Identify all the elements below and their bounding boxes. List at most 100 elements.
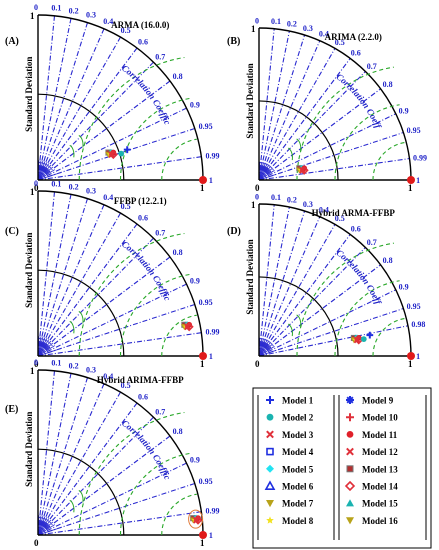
- outer-arc: [37, 14, 204, 181]
- rms-arc-2: [296, 66, 394, 181]
- cc-tick-11: 0.99: [413, 153, 427, 162]
- model-marker-7: [299, 165, 309, 175]
- cc-line-4: [37, 204, 105, 357]
- cc-line-5: [37, 36, 121, 181]
- legend-label-r-4: Model 13: [362, 464, 398, 474]
- cc-tick-3: 0.3: [86, 11, 96, 20]
- model-cluster: [350, 334, 364, 345]
- cc-tick-9: 0.9: [190, 455, 200, 464]
- cc-line-6: [37, 47, 138, 181]
- y-axis-label: Standard Deviation: [24, 57, 34, 132]
- cc-subline: [37, 528, 57, 536]
- cc-line-7: [37, 61, 154, 181]
- cc-tick-8: 0.8: [383, 256, 393, 265]
- rms-arc-1: [334, 104, 400, 181]
- cc-subline: [258, 167, 273, 181]
- legend-label-7: Model 8: [282, 516, 314, 526]
- cc-tick-3: 0.3: [86, 187, 96, 196]
- cc-tick-7: 0.7: [155, 52, 165, 61]
- legend-label-r-7: Model 16: [362, 516, 398, 526]
- rms-arc-1: [119, 273, 191, 357]
- panel-label: (D): [227, 226, 241, 237]
- reference-point: [407, 176, 415, 184]
- cc-line-5: [37, 212, 121, 357]
- cc-line-4: [258, 216, 321, 357]
- legend-marker-r-6: [346, 499, 354, 507]
- rms-frag-1: [78, 311, 84, 324]
- cc-line-9: [37, 283, 187, 357]
- cc-tick-1: 0.1: [51, 180, 61, 189]
- model-marker-7: [108, 150, 118, 160]
- sd-tick-0: 0: [34, 359, 39, 369]
- cc-subline: [37, 521, 54, 536]
- cc-line-1: [37, 191, 56, 357]
- model-marker-6: [192, 516, 200, 524]
- cc-line-3: [37, 22, 89, 181]
- cc-tick-2: 0.2: [69, 6, 79, 15]
- sd-tick-0: 0: [34, 183, 39, 193]
- cc-tick-9: 0.9: [190, 100, 200, 109]
- rms-frag-0: [69, 144, 75, 158]
- legend-marker-r-1: [346, 413, 354, 422]
- rms-frag-1: [296, 314, 302, 328]
- legend-label-r-6: Model 15: [362, 499, 398, 509]
- legend-marker-r-0: [346, 396, 354, 404]
- cc-tick-6: 0.6: [138, 392, 148, 401]
- cc-tick-7: 0.7: [155, 228, 165, 237]
- legend-label-4: Model 5: [282, 464, 314, 474]
- cc-tick-5: 0.5: [335, 38, 345, 47]
- panel-label: (A): [5, 36, 19, 47]
- cc-tick-10: 0.95: [199, 122, 213, 131]
- model-marker-7: [193, 515, 203, 525]
- cluster-highlight-ring: [188, 509, 204, 529]
- reference-point: [407, 352, 415, 360]
- rms-frag-0: [69, 320, 75, 334]
- reference-point: [199, 531, 207, 539]
- cc-tick-9: 0.9: [190, 276, 200, 285]
- cc-line-4: [258, 40, 321, 181]
- model-marker-highlight-circle: [360, 336, 367, 343]
- legend-marker-0: [266, 396, 274, 404]
- cc-line-10: [258, 308, 404, 357]
- cc-tick-8: 0.8: [383, 80, 393, 89]
- cc-line-10: [258, 132, 404, 181]
- model-marker-highlight-plus: [123, 146, 131, 154]
- panel-title: Hybrid ARIMA-FFBP: [97, 375, 184, 385]
- rms-frag-1: [78, 490, 84, 503]
- cc-line-10: [37, 482, 195, 536]
- cc-line-9: [37, 462, 187, 536]
- outer-arc: [258, 27, 412, 181]
- cc-tick-2: 0.2: [287, 20, 297, 29]
- cc-line-9: [37, 107, 187, 181]
- panel-title: ARMA (16.0.0): [111, 20, 169, 30]
- rms-frag-0: [287, 147, 293, 161]
- cc-tick-4: 0.4: [319, 30, 329, 39]
- cc-subline: [258, 343, 273, 357]
- cc-tick-5: 0.5: [335, 214, 345, 223]
- legend-label-r-0: Model 9: [362, 396, 394, 406]
- cc-tick-4: 0.4: [103, 17, 113, 26]
- legend: Model 1 Model 2 Model 3 Model 4 Model 5 Model…: [252, 387, 432, 549]
- cc-tick-0: 0: [34, 179, 38, 188]
- cc-line-4: [37, 28, 105, 181]
- rms-arc-0: [372, 317, 406, 357]
- y-axis-label: Standard Deviation: [24, 412, 34, 487]
- cc-tick-11: 0.98: [411, 320, 425, 329]
- cc-tick-1: 0.1: [51, 359, 61, 368]
- cc-line-6: [37, 223, 138, 357]
- cc-tick-8: 0.8: [173, 427, 183, 436]
- panel-label: (E): [5, 404, 18, 415]
- cc-subline: [37, 169, 56, 181]
- outer-arc: [258, 203, 412, 357]
- cc-tick-3: 0.3: [86, 366, 96, 375]
- legend-marker-3: [266, 447, 274, 456]
- cc-tick-6: 0.6: [138, 37, 148, 46]
- cc-tick-2: 0.2: [69, 361, 79, 370]
- sd-tick-top: 1: [251, 24, 256, 34]
- legend-label-0: Model 1: [282, 396, 314, 406]
- cc-subline: [258, 173, 277, 181]
- cc-tick-3: 0.3: [303, 24, 313, 33]
- cc-subline: [258, 170, 275, 181]
- cc-tick-12: 1: [209, 352, 213, 361]
- cc-subline: [258, 346, 275, 357]
